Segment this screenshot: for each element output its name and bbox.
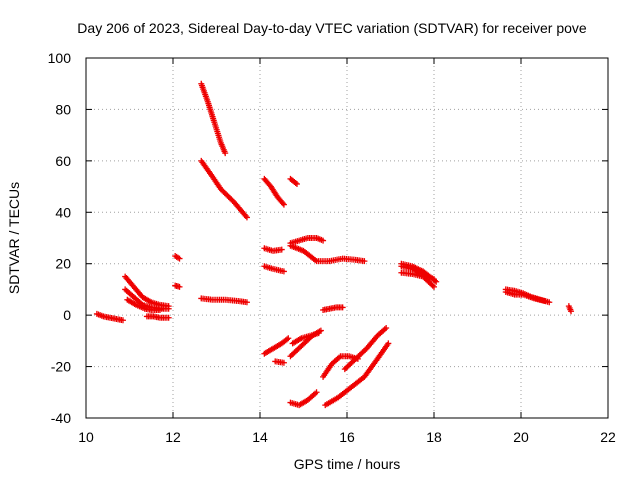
x-tick-label: 20 <box>513 429 529 445</box>
series-arc-04 <box>124 296 163 313</box>
y-tick-label: -20 <box>51 359 71 375</box>
data-point <box>320 237 327 244</box>
data-point <box>119 317 126 324</box>
series-arc-09 <box>198 157 250 221</box>
series-arc-20 <box>287 327 324 360</box>
data-point <box>385 340 392 347</box>
axis-tick-labels: 10 12 14 16 18 20 22 -40 -20 0 20 40 60 80 100 <box>48 50 616 445</box>
x-tick-label: 22 <box>600 429 616 445</box>
y-tick-label: 0 <box>63 307 71 323</box>
data-points <box>93 80 575 409</box>
data-point <box>431 276 437 283</box>
data-point <box>176 283 183 290</box>
series-arc-18 <box>287 242 368 265</box>
series-arc-07 <box>172 253 183 262</box>
data-point <box>317 327 324 334</box>
data-point <box>156 307 163 313</box>
y-tick-label: 100 <box>48 50 72 66</box>
series-arc-25 <box>341 325 390 373</box>
series-arc-28 <box>398 269 437 290</box>
series-arc-30 <box>502 289 548 304</box>
y-axis-label: SDTVAR / TECUs <box>6 182 22 294</box>
data-point <box>541 298 548 304</box>
data-point <box>292 179 299 186</box>
data-point <box>280 359 287 366</box>
series-arc-15 <box>261 335 292 357</box>
data-point <box>222 150 229 157</box>
data-point <box>431 283 437 290</box>
y-tick-label: 40 <box>55 204 71 220</box>
x-axis-label: GPS time / hours <box>294 456 401 472</box>
chart-title: Day 206 of 2023, Sidereal Day-to-day VTE… <box>77 20 587 36</box>
series-arc-05 <box>143 313 172 321</box>
series-arc-06 <box>172 282 183 290</box>
series-arc-13 <box>261 245 285 254</box>
y-tick-label: 60 <box>55 153 71 169</box>
series-arc-21 <box>287 389 320 409</box>
series-arc-02 <box>122 273 172 310</box>
data-point <box>339 304 346 311</box>
data-point <box>361 258 368 265</box>
series-arc-24 <box>322 340 392 409</box>
series-arc-08 <box>198 80 229 157</box>
x-tick-label: 12 <box>165 429 181 445</box>
series-arc-11 <box>261 175 287 208</box>
series-arc-31 <box>565 303 575 315</box>
x-tick-label: 16 <box>339 429 355 445</box>
x-tick-label: 14 <box>252 429 268 445</box>
series-arc-16 <box>272 358 287 366</box>
series-arc-01 <box>93 310 126 324</box>
data-point <box>283 336 290 343</box>
data-point <box>278 246 285 253</box>
y-tick-label: 80 <box>55 101 71 117</box>
y-tick-label: -40 <box>51 410 71 426</box>
data-point <box>546 299 553 306</box>
x-tick-label: 18 <box>426 429 442 445</box>
data-point <box>279 200 286 207</box>
data-point <box>313 389 320 396</box>
data-point <box>243 214 250 221</box>
series-arc-10 <box>198 295 250 306</box>
series-arc-12 <box>287 175 300 187</box>
data-point <box>383 325 390 331</box>
series-arc-27 <box>398 263 437 283</box>
plot-frame <box>85 57 609 419</box>
series-arc-14 <box>261 263 287 275</box>
x-tick-label: 10 <box>78 429 94 445</box>
data-point <box>176 255 183 262</box>
data-point <box>280 268 287 275</box>
y-tick-label: 20 <box>55 256 71 272</box>
data-point <box>165 305 172 312</box>
data-point <box>568 308 575 315</box>
series-arc-22 <box>320 304 346 313</box>
data-point <box>243 299 250 306</box>
data-point <box>280 201 287 208</box>
data-point <box>293 181 300 187</box>
data-point <box>165 314 172 321</box>
data-point <box>285 335 292 342</box>
